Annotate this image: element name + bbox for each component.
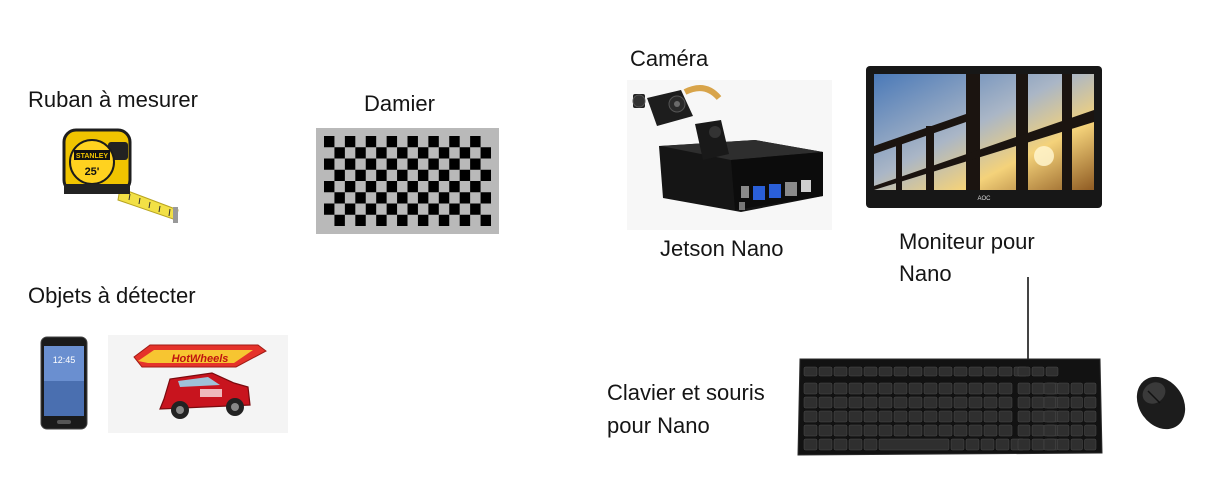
phone-time-text: 12:45 [53,355,76,365]
checkerboard-icon [316,128,499,234]
monitor-label-line2: Nano [899,261,952,286]
tape-brand-text: STANLEY [76,153,108,160]
keyboard-label-line2: pour Nano [607,413,710,438]
monitor-keyboard-connector [1027,277,1029,359]
monitor-label-line1: Moniteur pour [899,229,1035,254]
tape-number-text: 25' [85,166,100,178]
keyboard-icon [796,357,1104,460]
keyboard-label-line1: Clavier et souris [607,380,765,405]
camera-label: Caméra [630,46,709,71]
tape-measure-icon: STANLEY 25' [60,120,185,230]
mouse-icon [1130,373,1192,433]
monitor-brand-text: AOC [977,196,991,202]
car-brand-text: HotWheels [172,353,229,365]
toy-car-icon: HotWheels [108,335,288,433]
tape-measure-label: Ruban à mesurer [28,87,198,112]
camera-jetson-icon [627,80,832,230]
checkerboard-label: Damier [364,91,435,116]
objects-label: Objets à détecter [28,283,196,308]
jetson-label: Jetson Nano [660,236,784,261]
monitor-icon: AOC [866,66,1102,208]
smartphone-icon: 12:45 [40,336,88,430]
